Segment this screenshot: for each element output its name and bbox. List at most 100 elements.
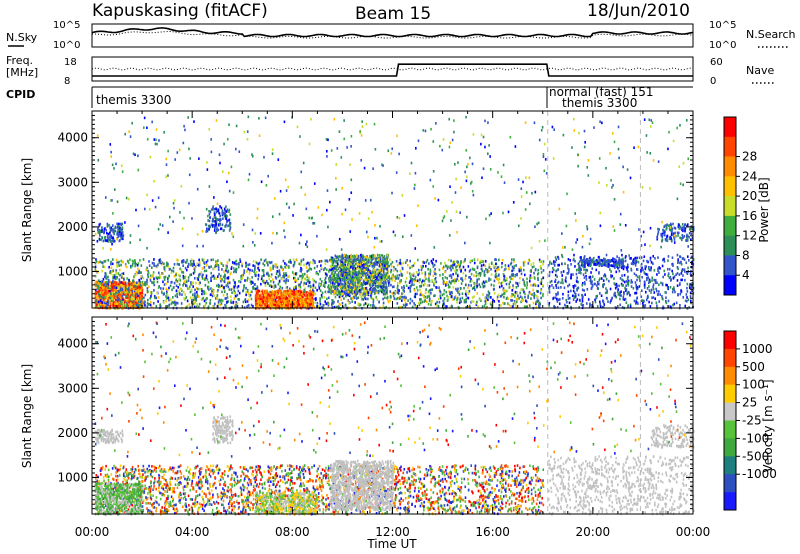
- echo-power: [203, 266, 206, 269]
- echo-power: [251, 276, 253, 279]
- echo-power: [540, 296, 542, 300]
- echo-power: [291, 271, 294, 274]
- echo-power: [123, 286, 125, 290]
- echo-power: [94, 290, 97, 294]
- echo-power: [396, 302, 399, 305]
- echo-power: [99, 294, 102, 298]
- echo-power: [289, 295, 291, 299]
- echo-power: [103, 265, 106, 269]
- echo-power: [272, 264, 274, 268]
- echo-power: [475, 303, 478, 306]
- freq-trace: [92, 63, 693, 77]
- echo-power: [133, 283, 135, 287]
- echo-power: [364, 302, 367, 305]
- echo-power: [187, 287, 189, 290]
- echo-power: [162, 287, 165, 290]
- echo-power: [223, 286, 225, 289]
- echo-power: [227, 300, 229, 303]
- echo-power: [202, 273, 204, 277]
- echo-power: [166, 264, 168, 267]
- echo-power: [115, 258, 118, 262]
- echo-power: [315, 280, 317, 284]
- echo-power: [453, 260, 456, 264]
- echo-power: [541, 284, 544, 287]
- echo-power: [292, 264, 295, 268]
- echo-power: [488, 277, 490, 280]
- echo-power: [396, 291, 399, 294]
- echo-power: [540, 271, 543, 274]
- echo-power: [272, 278, 274, 282]
- echo-power: [405, 277, 408, 280]
- echo-power: [522, 288, 525, 292]
- echo-power: [460, 260, 462, 263]
- echo-power: [225, 284, 228, 288]
- echo-power: [512, 268, 515, 272]
- echo-power: [409, 289, 412, 293]
- echo-power: [380, 267, 383, 271]
- echo-power: [500, 265, 503, 269]
- echo-power: [146, 289, 149, 293]
- echo-power: [165, 297, 168, 300]
- echo-power: [342, 259, 345, 263]
- echo-power: [443, 292, 445, 296]
- echo-power: [137, 282, 140, 286]
- nsky-trace: [91, 27, 694, 38]
- echo-power: [298, 304, 301, 308]
- echo-power: [294, 280, 297, 283]
- echo-power: [165, 295, 167, 298]
- echo-power: [319, 289, 322, 293]
- echo-power: [479, 261, 481, 265]
- echo-power: [404, 280, 407, 284]
- echo-power: [445, 290, 448, 294]
- echo-power: [374, 277, 377, 280]
- echo-power: [261, 289, 264, 293]
- echo-power: [262, 300, 265, 304]
- echo-power: [114, 301, 117, 305]
- echo-power: [356, 290, 359, 294]
- echo-power: [107, 286, 109, 290]
- echo-power: [189, 290, 192, 294]
- echo-power: [252, 305, 254, 308]
- echo-power: [338, 295, 341, 299]
- echo-power: [283, 279, 285, 283]
- echo-power: [464, 268, 467, 272]
- echo-power: [176, 292, 178, 296]
- echo-power: [94, 261, 97, 265]
- echo-power: [122, 301, 124, 304]
- echo-power: [448, 280, 451, 284]
- echo-power: [463, 286, 465, 290]
- echo-power: [376, 285, 378, 289]
- echo-power: [103, 280, 105, 284]
- echo-power: [450, 282, 452, 285]
- echo-power: [136, 292, 139, 296]
- echo-power: [196, 293, 199, 297]
- echo-power: [505, 267, 507, 271]
- echo-power: [106, 296, 109, 300]
- echo-power: [163, 267, 166, 271]
- echo-power: [244, 300, 247, 304]
- echo-power: [114, 289, 117, 292]
- nave-trace: [91, 67, 694, 71]
- echo-power: [106, 294, 109, 298]
- echo-power: [208, 266, 211, 269]
- echo-power: [503, 278, 505, 282]
- echo-power: [388, 280, 391, 283]
- echo-power: [473, 281, 475, 285]
- echo-power: [194, 301, 197, 304]
- echo-power: [128, 300, 131, 303]
- echo-power: [113, 282, 116, 286]
- echo-power: [140, 276, 143, 280]
- echo-power: [277, 297, 280, 301]
- echo-power: [370, 258, 372, 261]
- echo-power: [158, 273, 161, 277]
- echo-power: [381, 290, 384, 293]
- echo-power: [97, 285, 100, 288]
- echo-power: [469, 280, 472, 283]
- echo-power: [207, 305, 210, 308]
- echo-power: [278, 296, 281, 299]
- echo-power: [210, 258, 213, 262]
- echo-power: [277, 282, 280, 286]
- echo-power: [216, 263, 218, 267]
- echo-power: [194, 295, 197, 299]
- echo-power: [230, 265, 233, 269]
